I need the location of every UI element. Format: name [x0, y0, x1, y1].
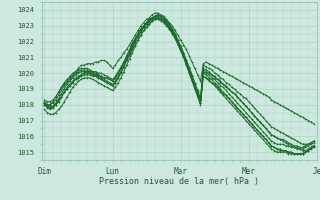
X-axis label: Pression niveau de la mer( hPa ): Pression niveau de la mer( hPa ) [99, 177, 259, 186]
